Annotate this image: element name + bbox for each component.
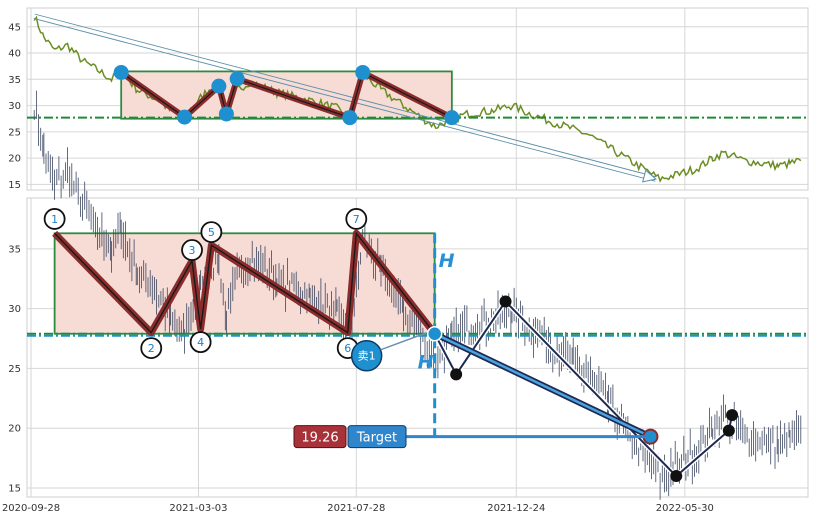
y-tick-label: 15 — [8, 484, 21, 495]
pivot-label-circle — [181, 239, 203, 261]
y-tick-label: 15 — [8, 180, 21, 191]
pivot-marker — [113, 64, 129, 80]
y-tick-label: 30 — [8, 304, 21, 315]
x-tick-label: 2021-03-03 — [169, 503, 227, 514]
trend-arrow-edge — [33, 17, 656, 182]
breakout-marker — [426, 325, 443, 342]
sell-pointer — [380, 332, 427, 351]
pivot-marker — [342, 110, 358, 126]
target-label-badge: Target — [347, 425, 407, 449]
sell-badge-circle — [350, 339, 383, 372]
pivot-marker — [177, 109, 193, 125]
target-price-text: 19.26 — [301, 431, 338, 446]
y-tick-label: 45 — [8, 22, 21, 33]
target-label-text: Target — [356, 431, 397, 446]
pivot-marker — [211, 78, 227, 94]
x-tick-label: 2021-07-28 — [327, 503, 385, 514]
forecast-marker — [726, 409, 739, 422]
forecast-marker — [499, 295, 512, 308]
y-tick-label: 25 — [8, 127, 21, 138]
annotation-overlay: 卖1 19.26 Target H H — [293, 250, 455, 449]
pattern-zigzag-core — [54, 231, 436, 335]
pivot-label-circle — [200, 221, 223, 243]
y-tick-label: 20 — [8, 154, 21, 165]
trend-arrow-head — [642, 169, 657, 183]
pivot-label-1: 1 — [51, 213, 58, 226]
pivot-label-2: 2 — [148, 342, 155, 355]
target-path — [434, 332, 652, 438]
x-tick-label: 2020-09-28 — [2, 503, 60, 514]
pivot-marker — [355, 64, 371, 80]
y-tick-label: 35 — [8, 244, 21, 255]
forecast-marker — [450, 368, 463, 381]
target-label-box — [347, 425, 407, 449]
top-panel: 15 20 25 30 35 40 45 — [8, 7, 809, 191]
y-tick-label: 25 — [8, 364, 21, 375]
h-label-upper: H — [439, 250, 455, 272]
pivot-marker — [444, 110, 460, 126]
pivot-marker — [218, 106, 234, 122]
target-price-box — [293, 425, 347, 449]
x-tick-label: 2022-05-30 — [656, 503, 714, 514]
pivot-label-circle — [43, 208, 66, 230]
y-tick-label: 35 — [8, 75, 21, 86]
pattern-zigzag-core — [120, 71, 453, 119]
forecast-marker — [722, 424, 735, 437]
target-price-badge: 19.26 — [293, 425, 347, 449]
sell-badge: 卖1 — [350, 339, 383, 372]
pivot-label-6: 6 — [344, 342, 351, 355]
pivot-label-5: 5 — [208, 226, 215, 239]
h-label-lower: H — [418, 351, 434, 373]
pivot-label-circle — [140, 337, 163, 359]
forecast-marker — [670, 470, 683, 483]
pivot-label-circle — [345, 208, 368, 230]
pivot-label-3: 3 — [189, 244, 196, 257]
pivot-label-circle — [189, 331, 212, 354]
sell-badge-label: 卖1 — [358, 350, 376, 363]
pivot-marker — [229, 71, 245, 87]
x-tick-label: 2021-12-24 — [487, 503, 545, 514]
y-tick-label: 40 — [8, 49, 21, 60]
pivot-label-7: 7 — [353, 213, 360, 226]
y-tick-label: 20 — [8, 424, 21, 435]
trend-arrow-edge — [34, 13, 657, 178]
pivot-label-4: 4 — [197, 336, 204, 349]
y-tick-label: 30 — [8, 101, 21, 112]
